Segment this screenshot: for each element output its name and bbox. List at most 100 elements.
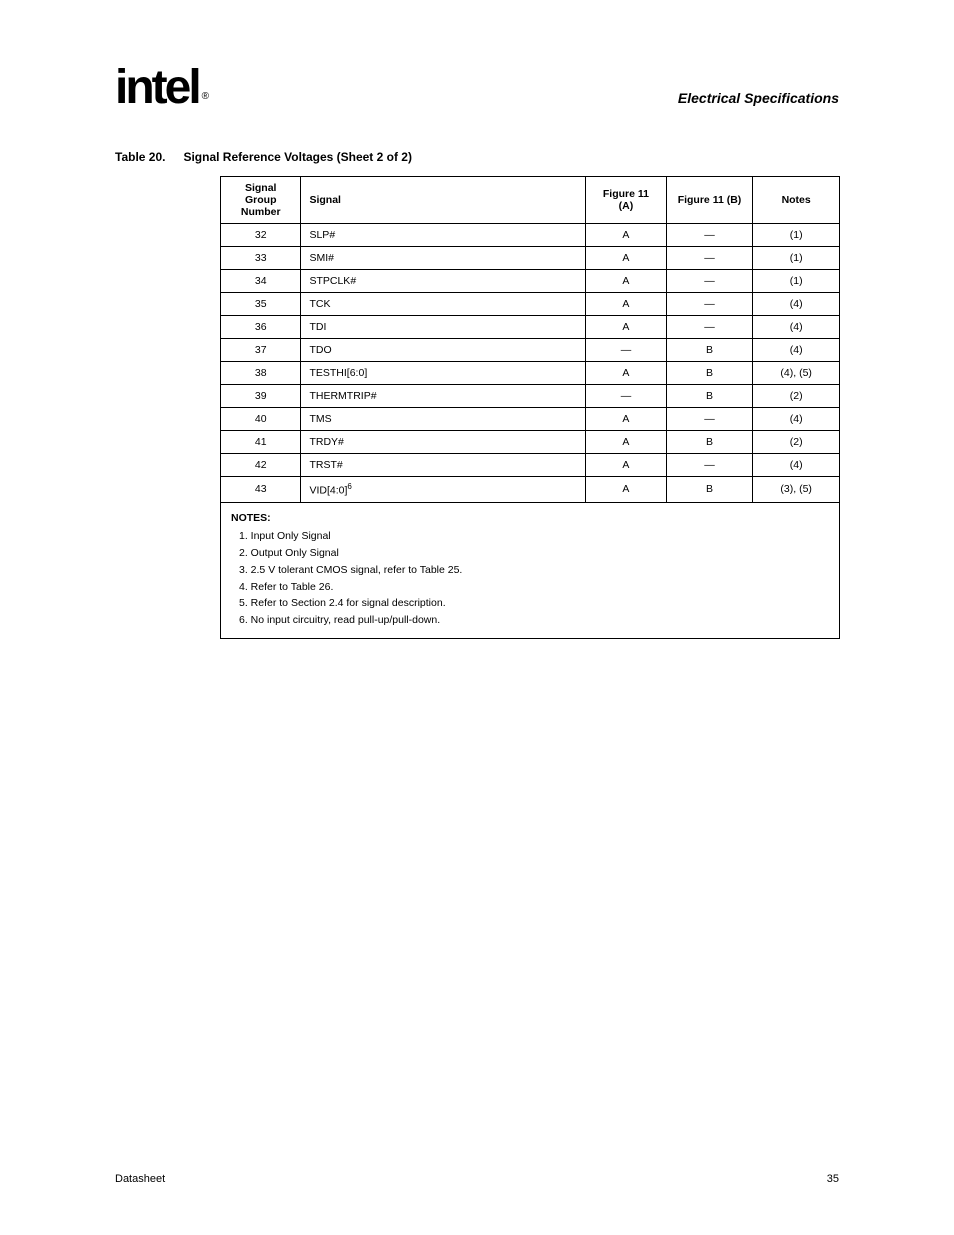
cell-figb: B	[666, 477, 753, 503]
cell-figb: B	[666, 385, 753, 408]
cell-note: (4)	[753, 339, 840, 362]
cell-figb: —	[666, 454, 753, 477]
notes-cell: NOTES: 1. Input Only Signal2. Output Onl…	[221, 502, 840, 638]
cell-figa: A	[586, 431, 666, 454]
cell-num: 35	[221, 293, 301, 316]
cell-signal: THERMTRIP#	[301, 385, 586, 408]
intel-logo: intel®	[115, 60, 203, 115]
cell-num: 37	[221, 339, 301, 362]
table-row: 41TRDY#AB(2)	[221, 431, 840, 454]
table-caption: Table 20. Signal Reference Voltages (Shee…	[115, 150, 839, 164]
cell-signal: TCK	[301, 293, 586, 316]
cell-note: (4)	[753, 316, 840, 339]
doc-title: Electrical Specifications	[678, 90, 839, 106]
cell-note: (4)	[753, 454, 840, 477]
cell-signal: TDI	[301, 316, 586, 339]
cell-num: 41	[221, 431, 301, 454]
cell-signal: SLP#	[301, 224, 586, 247]
cell-figa: A	[586, 247, 666, 270]
cell-figb: —	[666, 270, 753, 293]
table-row: 40TMSA—(4)	[221, 408, 840, 431]
notes-list: 1. Input Only Signal2. Output Only Signa…	[231, 529, 829, 629]
cell-signal: SMI#	[301, 247, 586, 270]
table-row: 33SMI#A—(1)	[221, 247, 840, 270]
note-item: 5. Refer to Section 2.4 for signal descr…	[239, 596, 829, 612]
note-item: 6. No input circuitry, read pull-up/pull…	[239, 613, 829, 629]
note-item: 4. Refer to Table 26.	[239, 580, 829, 596]
signal-reference-table: Signal Group Number Signal Figure 11 (A)…	[220, 176, 840, 639]
cell-figa: A	[586, 408, 666, 431]
table-row: 36TDIA—(4)	[221, 316, 840, 339]
cell-signal: TRDY#	[301, 431, 586, 454]
note-item: 1. Input Only Signal	[239, 529, 829, 545]
cell-num: 40	[221, 408, 301, 431]
cell-num: 39	[221, 385, 301, 408]
logo-registered: ®	[202, 91, 206, 102]
cell-figa: A	[586, 362, 666, 385]
cell-signal: TESTHI[6:0]	[301, 362, 586, 385]
cell-signal: STPCLK#	[301, 270, 586, 293]
cell-note: (1)	[753, 247, 840, 270]
header-figb: Figure 11 (B)	[666, 177, 753, 224]
cell-figb: —	[666, 408, 753, 431]
signal-superscript: 6	[347, 482, 351, 491]
cell-figb: B	[666, 431, 753, 454]
notes-row: NOTES: 1. Input Only Signal2. Output Onl…	[221, 502, 840, 638]
cell-figa: —	[586, 339, 666, 362]
cell-num: 43	[221, 477, 301, 503]
table-number: Table 20.	[115, 150, 165, 164]
cell-note: (4)	[753, 408, 840, 431]
cell-signal: TDO	[301, 339, 586, 362]
cell-figa: A	[586, 454, 666, 477]
cell-num: 42	[221, 454, 301, 477]
cell-figb: —	[666, 224, 753, 247]
cell-figb: B	[666, 339, 753, 362]
header-figa: Figure 11 (A)	[586, 177, 666, 224]
cell-num: 36	[221, 316, 301, 339]
header-signal: Signal	[301, 177, 586, 224]
logo-text: intel	[115, 61, 199, 114]
cell-figa: A	[586, 224, 666, 247]
cell-note: (3), (5)	[753, 477, 840, 503]
cell-note: (1)	[753, 270, 840, 293]
table-row: 32SLP#A—(1)	[221, 224, 840, 247]
cell-note: (4), (5)	[753, 362, 840, 385]
cell-figa: A	[586, 293, 666, 316]
table-row: 34STPCLK#A—(1)	[221, 270, 840, 293]
table-row: 42TRST#A—(4)	[221, 454, 840, 477]
cell-note: (4)	[753, 293, 840, 316]
table-row: 43VID[4:0]6AB(3), (5)	[221, 477, 840, 503]
main-content: Table 20. Signal Reference Voltages (Shee…	[115, 150, 839, 639]
cell-signal: VID[4:0]6	[301, 477, 586, 503]
cell-num: 34	[221, 270, 301, 293]
cell-figa: A	[586, 477, 666, 503]
cell-signal: TRST#	[301, 454, 586, 477]
cell-figa: A	[586, 316, 666, 339]
cell-figb: —	[666, 316, 753, 339]
note-item: 2. Output Only Signal	[239, 546, 829, 562]
page-footer: Datasheet 35	[115, 1173, 839, 1185]
cell-figb: —	[666, 247, 753, 270]
cell-figa: A	[586, 270, 666, 293]
note-item: 3. 2.5 V tolerant CMOS signal, refer to …	[239, 563, 829, 579]
cell-signal: TMS	[301, 408, 586, 431]
table-title: Signal Reference Voltages (Sheet 2 of 2)	[183, 150, 412, 164]
cell-figa: —	[586, 385, 666, 408]
cell-num: 32	[221, 224, 301, 247]
cell-note: (2)	[753, 385, 840, 408]
footer-right: 35	[827, 1173, 839, 1185]
table-row: 35TCKA—(4)	[221, 293, 840, 316]
header-signal-group: Signal Group Number	[221, 177, 301, 224]
cell-note: (2)	[753, 431, 840, 454]
cell-num: 33	[221, 247, 301, 270]
table-row: 37TDO—B(4)	[221, 339, 840, 362]
footer-left: Datasheet	[115, 1173, 165, 1185]
cell-note: (1)	[753, 224, 840, 247]
cell-figb: —	[666, 293, 753, 316]
cell-num: 38	[221, 362, 301, 385]
table-header-row: Signal Group Number Signal Figure 11 (A)…	[221, 177, 840, 224]
notes-label: NOTES:	[231, 511, 829, 527]
table-row: 39THERMTRIP#—B(2)	[221, 385, 840, 408]
table-row: 38TESTHI[6:0]AB(4), (5)	[221, 362, 840, 385]
header-notes: Notes	[753, 177, 840, 224]
